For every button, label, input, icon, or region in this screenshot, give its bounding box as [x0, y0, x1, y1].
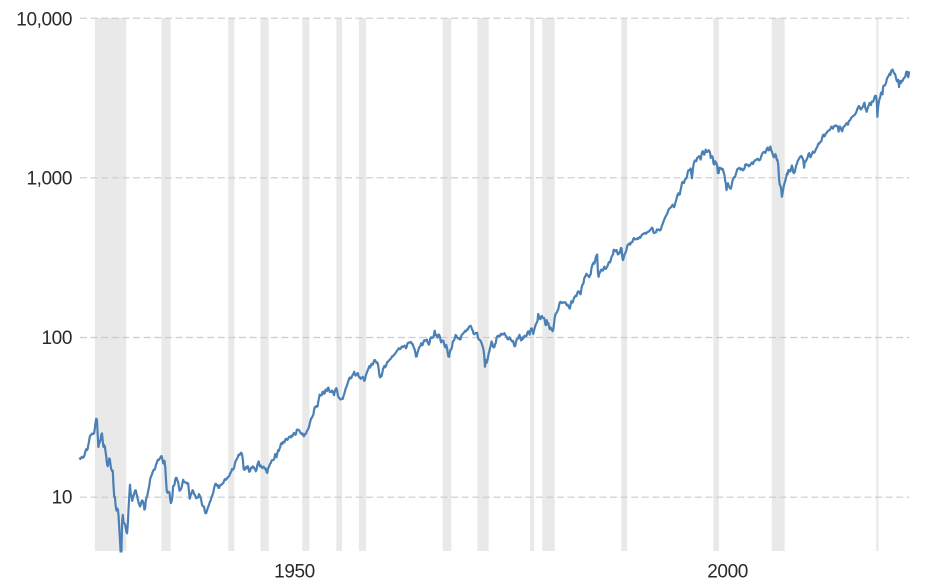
svg-text:1,000: 1,000 [26, 168, 72, 189]
svg-text:1950: 1950 [274, 562, 315, 583]
svg-text:10,000: 10,000 [16, 10, 72, 31]
svg-text:2000: 2000 [707, 562, 748, 583]
svg-text:100: 100 [41, 328, 72, 349]
svg-text:10: 10 [52, 488, 72, 509]
